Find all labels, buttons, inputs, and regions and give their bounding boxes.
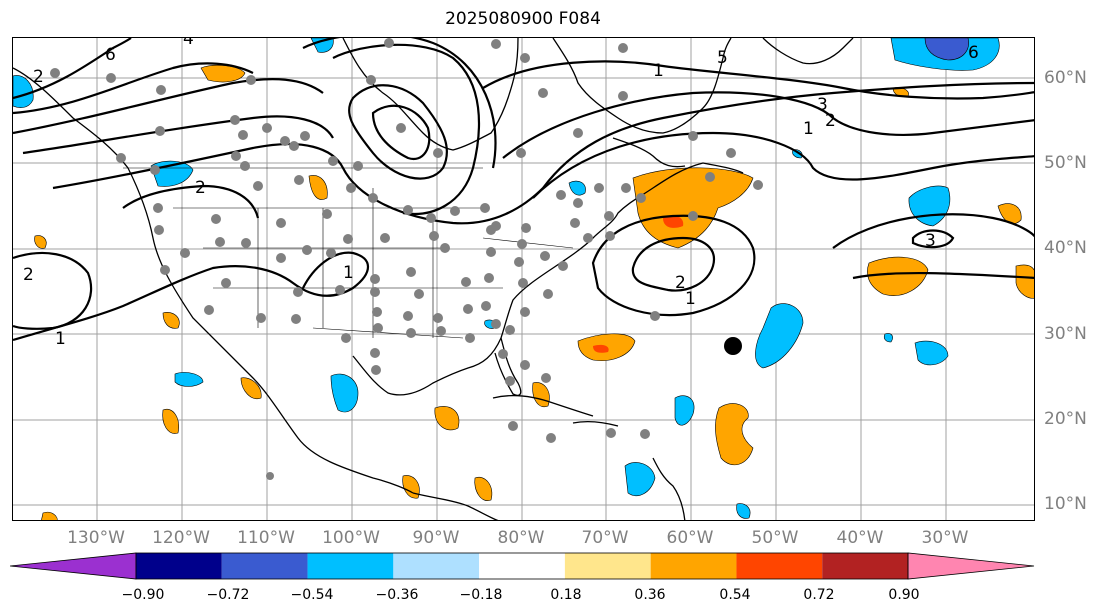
colorbar-tick: 0.54 (719, 587, 751, 603)
lon-label: 130°W (67, 528, 125, 548)
map-panel: 6 4 5 3 2 1 1 2 6 2 1 2 1 3 2 1 (12, 37, 1035, 521)
lat-label: 20°N (1044, 409, 1087, 429)
contour-label: 5 (717, 48, 728, 68)
lon-label: 40°W (836, 528, 884, 548)
colorbar-tick: 0.72 (803, 587, 835, 603)
colorbar-segment (736, 553, 823, 579)
lon-label: 30°W (921, 528, 969, 548)
colorbar-tick: −0.54 (290, 587, 334, 603)
colorbar-tick: −0.90 (121, 587, 165, 603)
lon-label: 110°W (237, 528, 295, 548)
contour-label: 1 (685, 289, 696, 309)
contour-label: 1 (55, 329, 66, 349)
lon-label: 50°W (751, 528, 799, 548)
map-canvas: 6 4 5 3 2 1 1 2 6 2 1 2 1 3 2 1 (13, 38, 1034, 520)
contour-label: 2 (33, 67, 44, 87)
anomaly-shading (13, 38, 1034, 520)
contours (13, 38, 1034, 342)
colorbar-extend-min (10, 552, 137, 580)
contour-label: 1 (803, 119, 814, 139)
contour-label: 1 (343, 263, 354, 283)
colorbar-segment (479, 553, 565, 579)
colorbar (10, 552, 1035, 580)
colorbar-segment (564, 553, 651, 579)
colorbar-segment (650, 553, 737, 579)
lat-label: 40°N (1044, 238, 1087, 258)
lat-label: 10°N (1044, 494, 1087, 514)
lon-label: 60°W (666, 528, 714, 548)
contour-label: 2 (195, 178, 206, 198)
storm-marker (724, 337, 742, 355)
contour-label: 4 (183, 38, 194, 49)
colorbar-tick: −0.72 (206, 587, 250, 603)
lat-label: 30°N (1044, 324, 1087, 344)
lon-label: 120°W (152, 528, 210, 548)
contour-labels: 6 4 5 3 2 1 1 2 6 2 1 2 1 3 2 1 (23, 38, 979, 349)
lon-label: 70°W (581, 528, 629, 548)
contour-label: 2 (23, 265, 34, 285)
lon-label: 90°W (412, 528, 460, 548)
colorbar-segment (136, 553, 222, 579)
map-title: 2025080900 F084 (445, 9, 601, 29)
colorbar-tick: 0.36 (634, 587, 666, 603)
contour-label: 1 (653, 61, 664, 81)
contour-label: 3 (817, 95, 828, 115)
station-dots (50, 38, 763, 480)
contour-label: 6 (968, 43, 979, 63)
contour-label: 3 (925, 231, 936, 251)
contour-label: 2 (825, 111, 836, 131)
contour-label: 6 (105, 45, 116, 65)
contour-label: 2 (675, 273, 686, 293)
colorbar-tick: −0.36 (375, 587, 419, 603)
colorbar-tick: −0.18 (459, 587, 503, 603)
coastlines (13, 38, 854, 520)
colorbar-tick: 0.90 (888, 587, 920, 603)
colorbar-extend-max (907, 552, 1035, 580)
lon-label: 80°W (497, 528, 545, 548)
lat-label: 60°N (1044, 68, 1087, 88)
colorbar-segment (221, 553, 308, 579)
lon-label: 100°W (322, 528, 380, 548)
colorbar-segment (393, 553, 480, 579)
colorbar-segment (822, 553, 908, 579)
colorbar-tick: 0.18 (550, 587, 582, 603)
colorbar-outline (135, 552, 909, 580)
lat-label: 50°N (1044, 153, 1087, 173)
colorbar-segment (307, 553, 394, 579)
